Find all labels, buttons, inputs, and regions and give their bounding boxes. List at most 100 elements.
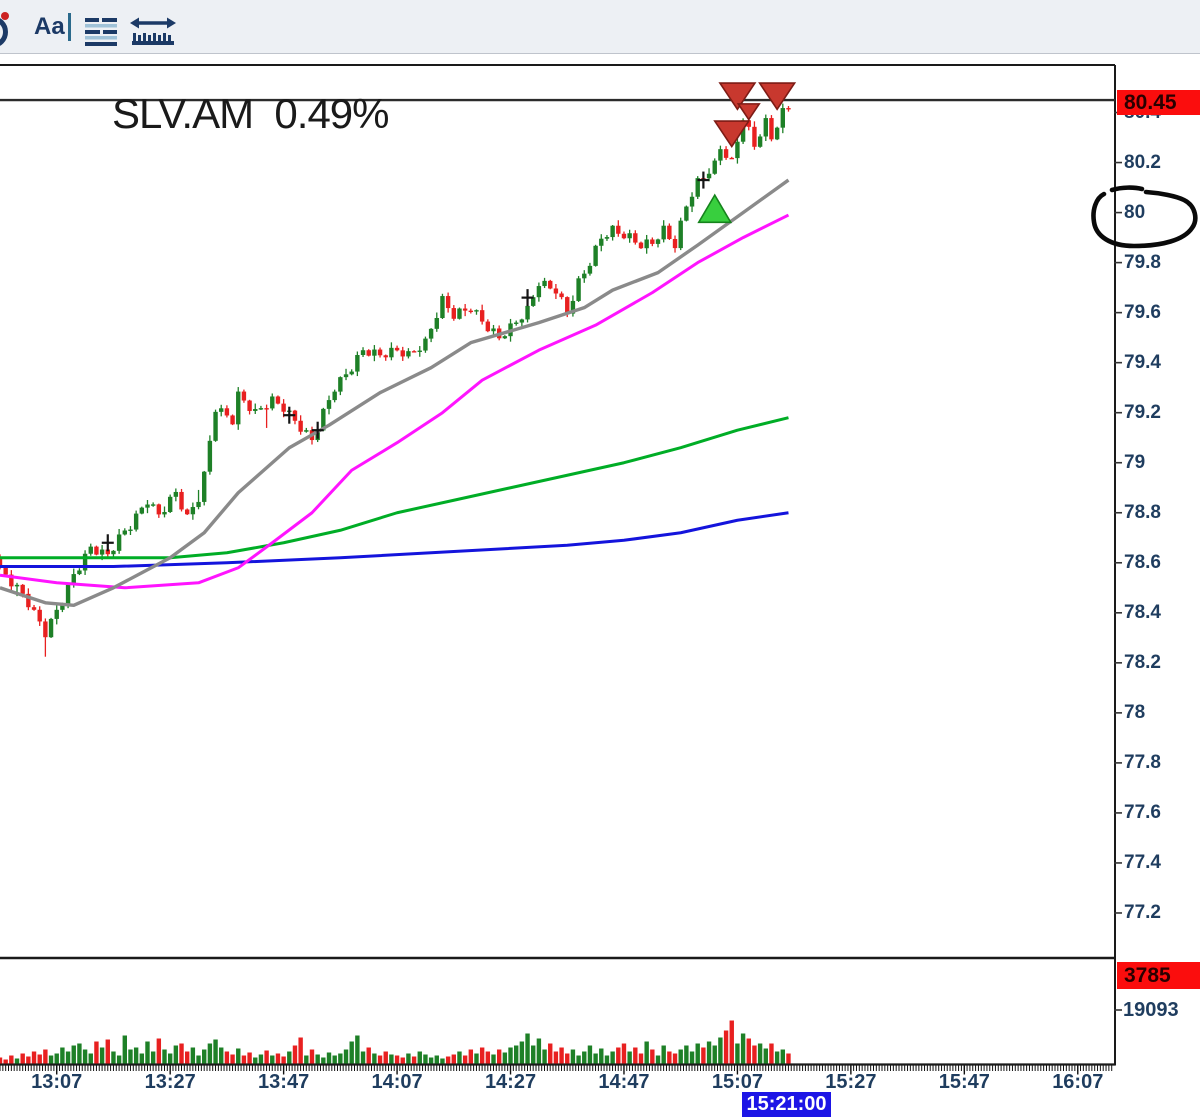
price-axis-label: 79.8 xyxy=(1124,251,1161,273)
volume-bar xyxy=(179,1043,184,1064)
candle xyxy=(786,108,791,110)
volume-bar xyxy=(389,1054,394,1064)
volume-bar xyxy=(502,1052,508,1064)
candle xyxy=(565,297,570,314)
time-axis-label: 13:47 xyxy=(258,1071,310,1093)
candle xyxy=(417,350,422,352)
candle xyxy=(621,233,627,239)
volume-bar xyxy=(292,1045,298,1064)
volume-bar xyxy=(224,1051,230,1064)
volume-bar xyxy=(746,1038,751,1064)
volume-bar xyxy=(315,1054,320,1064)
volume-bar xyxy=(150,1051,156,1064)
volume-bar xyxy=(213,1039,218,1064)
candle xyxy=(752,126,757,147)
text-tool-button[interactable]: Aa xyxy=(34,1,71,53)
time-axis-label: 13:07 xyxy=(31,1071,83,1093)
volume-bar xyxy=(531,1045,536,1064)
ruler-icon xyxy=(129,17,176,45)
volume-bar xyxy=(712,1045,717,1064)
candle xyxy=(513,322,519,324)
volume-bar xyxy=(757,1043,763,1064)
candle xyxy=(150,504,156,506)
volume-bar xyxy=(219,1047,224,1064)
candle xyxy=(491,328,496,332)
app-logo-icon[interactable] xyxy=(0,1,24,53)
volume-bar xyxy=(360,1051,366,1064)
candle xyxy=(548,280,553,289)
volume-bar xyxy=(26,1056,31,1064)
lines-tool-button[interactable] xyxy=(83,1,119,53)
candle xyxy=(122,530,127,535)
candle xyxy=(451,308,456,319)
ma-layer-ma-slow-green xyxy=(0,416,789,560)
candle xyxy=(440,296,445,319)
candle xyxy=(9,574,14,587)
time-axis-label: 13:27 xyxy=(144,1071,196,1093)
volume-bar xyxy=(616,1047,621,1064)
volume-bar xyxy=(627,1051,632,1064)
candle xyxy=(769,118,774,140)
price-axis-label: 79.2 xyxy=(1124,401,1161,423)
candle xyxy=(582,273,587,279)
candle xyxy=(43,621,48,638)
volume-bar xyxy=(621,1043,627,1064)
candle xyxy=(559,293,564,298)
candle xyxy=(20,584,25,594)
volume-bar xyxy=(60,1047,65,1064)
volume-bar xyxy=(774,1051,780,1064)
volume-bar xyxy=(321,1057,326,1064)
volume-bar xyxy=(139,1053,145,1064)
candle xyxy=(88,546,93,554)
volume-bar xyxy=(491,1054,496,1064)
candle xyxy=(133,513,139,530)
volume-bar xyxy=(610,1051,615,1064)
volume-bar xyxy=(14,1058,20,1064)
volume-bar xyxy=(298,1037,303,1064)
candle xyxy=(355,355,360,372)
volume-bar xyxy=(599,1048,604,1064)
volume-bar xyxy=(270,1055,275,1064)
candle xyxy=(650,239,655,244)
volume-bar xyxy=(394,1055,400,1064)
volume-bar xyxy=(508,1047,513,1064)
volume-bar xyxy=(479,1047,485,1064)
candle xyxy=(372,349,377,356)
volume-bar xyxy=(105,1039,110,1064)
volume-bar xyxy=(247,1052,252,1064)
candle xyxy=(139,507,145,514)
ma-layer-ma-fast-gray xyxy=(0,178,790,608)
volume-bar xyxy=(644,1041,649,1064)
candle xyxy=(468,310,474,313)
candle xyxy=(638,242,644,249)
text-cursor-icon xyxy=(67,12,71,41)
price-axis-label: 78.4 xyxy=(1124,601,1161,623)
volume-bar xyxy=(740,1033,746,1064)
candle xyxy=(531,297,536,306)
candle xyxy=(26,593,31,608)
volume-bar xyxy=(542,1049,547,1064)
volume-bar xyxy=(43,1049,48,1064)
price-axis-label: 77.2 xyxy=(1124,901,1161,923)
volume-bar xyxy=(769,1043,774,1064)
volume-bar xyxy=(462,1055,468,1064)
volume-bar xyxy=(451,1054,456,1064)
volume-bar xyxy=(496,1049,502,1064)
candle xyxy=(485,321,491,332)
price-axis-label: 78.8 xyxy=(1124,501,1161,523)
volume-bar xyxy=(264,1050,269,1064)
volume-bar xyxy=(275,1053,281,1064)
volume-bar xyxy=(445,1056,451,1064)
candle xyxy=(610,225,615,238)
volume-bar xyxy=(207,1043,213,1064)
volume-bar xyxy=(735,1043,740,1064)
volume-bar xyxy=(377,1055,383,1064)
measure-tool-button[interactable] xyxy=(129,1,177,53)
volume-bar xyxy=(20,1053,25,1064)
volume-bar xyxy=(54,1053,59,1064)
volume-bar xyxy=(196,1055,201,1064)
ma-mid-magenta xyxy=(0,213,790,590)
candle xyxy=(570,300,576,314)
candle xyxy=(65,584,71,605)
